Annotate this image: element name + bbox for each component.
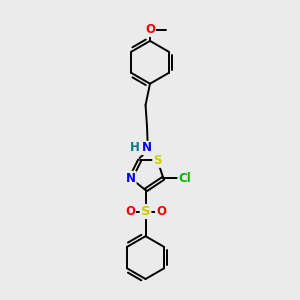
Text: O: O [156,205,166,218]
Text: O: O [145,23,155,36]
Text: S: S [141,205,150,218]
Text: Cl: Cl [178,172,191,185]
Text: N: N [126,172,136,185]
Text: N: N [142,141,152,154]
Text: O: O [125,205,135,218]
Text: H: H [130,141,140,154]
Text: S: S [153,154,162,167]
